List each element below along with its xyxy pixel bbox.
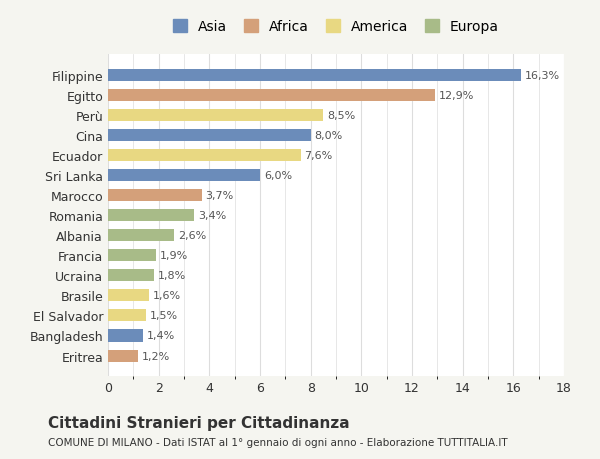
Text: 16,3%: 16,3% <box>525 71 560 81</box>
Bar <box>108 90 435 102</box>
Text: 2,6%: 2,6% <box>178 231 206 241</box>
Legend: Asia, Africa, America, Europa: Asia, Africa, America, Europa <box>173 20 499 34</box>
Text: 1,4%: 1,4% <box>147 331 176 341</box>
Text: 7,6%: 7,6% <box>304 151 332 161</box>
Text: 8,5%: 8,5% <box>327 111 355 121</box>
Text: Cittadini Stranieri per Cittadinanza: Cittadini Stranieri per Cittadinanza <box>48 415 350 430</box>
Bar <box>108 310 146 322</box>
Bar <box>108 270 154 282</box>
Bar <box>108 210 194 222</box>
Text: 1,5%: 1,5% <box>150 311 178 321</box>
Text: COMUNE DI MILANO - Dati ISTAT al 1° gennaio di ogni anno - Elaborazione TUTTITAL: COMUNE DI MILANO - Dati ISTAT al 1° genn… <box>48 437 508 447</box>
Text: 3,4%: 3,4% <box>198 211 226 221</box>
Bar <box>108 330 143 342</box>
Text: 3,7%: 3,7% <box>206 191 234 201</box>
Bar <box>108 230 174 242</box>
Bar <box>108 250 156 262</box>
Bar <box>108 70 521 82</box>
Bar <box>108 150 301 162</box>
Text: 1,9%: 1,9% <box>160 251 188 261</box>
Text: 1,6%: 1,6% <box>152 291 181 301</box>
Text: 8,0%: 8,0% <box>314 131 343 141</box>
Bar <box>108 110 323 122</box>
Text: 6,0%: 6,0% <box>264 171 292 181</box>
Text: 1,8%: 1,8% <box>157 271 185 281</box>
Text: 12,9%: 12,9% <box>439 91 474 101</box>
Bar <box>108 350 139 362</box>
Bar <box>108 290 149 302</box>
Text: 1,2%: 1,2% <box>142 351 170 361</box>
Bar <box>108 130 311 142</box>
Bar <box>108 170 260 182</box>
Bar <box>108 190 202 202</box>
